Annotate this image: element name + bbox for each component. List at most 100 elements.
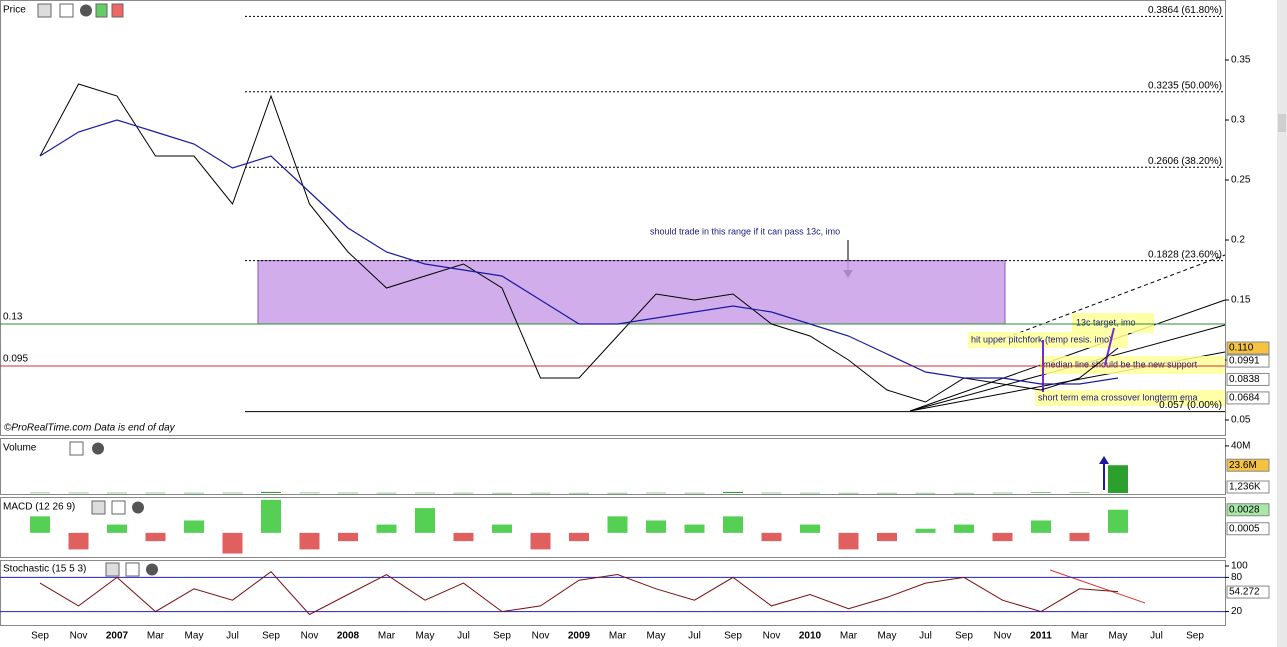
tool-icon[interactable]	[37, 3, 52, 18]
x-tick-label: Sep	[31, 631, 49, 642]
tool-icon[interactable]	[95, 3, 108, 18]
bar	[68, 492, 89, 494]
close-icon[interactable]	[92, 442, 104, 455]
bar	[376, 524, 397, 533]
bar	[723, 491, 743, 493]
bar	[1031, 520, 1051, 533]
bar	[299, 492, 320, 494]
bar	[646, 520, 666, 533]
tool-icon[interactable]	[69, 441, 84, 456]
x-tick-label: Nov	[763, 631, 781, 642]
x-tick-label: Jul	[688, 631, 701, 642]
y-tick-label: 20	[1231, 606, 1243, 617]
bar	[107, 492, 127, 494]
x-tick-label: Jul	[226, 631, 239, 642]
x-tick-label: 2008	[337, 631, 360, 642]
bar	[800, 524, 820, 533]
close-icon[interactable]	[80, 4, 92, 17]
note-box	[1072, 313, 1154, 333]
tool-icon[interactable]	[59, 3, 74, 18]
level-label: 0.13	[3, 312, 23, 323]
price-marker	[1226, 522, 1270, 536]
close-icon[interactable]	[146, 563, 158, 576]
bar	[530, 492, 551, 494]
price-marker-label: 0.0684	[1229, 393, 1260, 404]
bar	[877, 492, 897, 494]
x-tick-label: 2011	[1030, 631, 1052, 642]
tool-icon[interactable]	[105, 562, 120, 577]
x-tick-label: Jul	[457, 631, 470, 642]
annotation: should trade in this range if it can pas…	[650, 226, 840, 236]
bar	[107, 524, 127, 533]
bar	[453, 492, 474, 494]
bar	[338, 532, 358, 542]
price-marker-label: 0.0991	[1229, 356, 1260, 367]
bar	[415, 492, 435, 494]
bar	[492, 492, 512, 494]
x-tick-label: 2010	[799, 631, 822, 642]
x-tick-label: 2007	[106, 631, 129, 642]
price-marker-label: 23.6M	[1229, 460, 1257, 471]
x-tick-label: May	[185, 631, 204, 642]
tool-icon[interactable]	[111, 3, 124, 18]
y-tick-label: 0.05	[1231, 415, 1251, 426]
x-tick-label: Sep	[724, 631, 742, 642]
close-icon[interactable]	[132, 501, 144, 514]
macd-panel	[0, 497, 1226, 558]
note-box	[968, 332, 1128, 348]
bar	[607, 516, 628, 533]
tool-icon[interactable]	[91, 500, 106, 515]
y-tick-label: 0.3	[1231, 115, 1245, 126]
tool-icon[interactable]	[125, 562, 140, 577]
toolbar[interactable]	[37, 3, 124, 18]
bar	[68, 532, 89, 550]
volume-panel	[0, 438, 1226, 495]
bar	[954, 524, 974, 533]
note-box	[1040, 356, 1225, 374]
x-tick-label: Mar	[1071, 631, 1089, 642]
y-tick-label: 0.15	[1231, 295, 1251, 306]
price-marker-label: 0.0028	[1229, 504, 1260, 515]
x-tick-label: Sep	[262, 631, 280, 642]
y-tick-label: 100	[1231, 561, 1248, 572]
note-box	[1035, 390, 1225, 406]
trend-line	[999, 254, 1226, 341]
bar	[915, 528, 936, 533]
bar	[1108, 465, 1128, 493]
bar	[1069, 532, 1090, 542]
x-tick-label: 2009	[568, 631, 591, 642]
series-line	[39, 83, 1119, 403]
scrollbar[interactable]	[1277, 0, 1287, 647]
price-marker	[1226, 503, 1270, 517]
price-marker	[1226, 341, 1270, 355]
x-tick-label: Sep	[493, 631, 511, 642]
x-tick-label: Nov	[532, 631, 550, 642]
annotation: hit upper pitchfork (temp resis. imo)	[971, 334, 1112, 344]
bar	[145, 532, 166, 542]
price-marker	[1226, 372, 1270, 386]
x-tick-label: Mar	[147, 631, 165, 642]
bar	[723, 516, 743, 533]
bar	[954, 492, 974, 494]
bar	[299, 532, 320, 550]
tool-icon[interactable]	[111, 500, 126, 515]
annotation: median line should be the new support	[1043, 359, 1198, 369]
bar	[184, 492, 204, 494]
price-marker	[1226, 480, 1270, 494]
scroll-thumb[interactable]	[1278, 114, 1286, 132]
bar	[607, 492, 628, 494]
range-box	[257, 260, 1006, 325]
trend-line	[909, 299, 1226, 412]
y-tick-label: 40M	[1231, 441, 1250, 452]
bar	[184, 520, 204, 533]
annotation: 13c target, imo	[1076, 317, 1136, 327]
price-marker	[1226, 585, 1270, 599]
bar	[761, 492, 782, 494]
bar	[646, 492, 666, 494]
fib-label: 0.3235 (50.00%)	[1148, 80, 1222, 91]
x-tick-label: May	[878, 631, 897, 642]
x-tick-label: Mar	[840, 631, 858, 642]
x-tick-label: May	[1109, 631, 1128, 642]
bar	[415, 508, 435, 533]
bar	[222, 532, 243, 554]
